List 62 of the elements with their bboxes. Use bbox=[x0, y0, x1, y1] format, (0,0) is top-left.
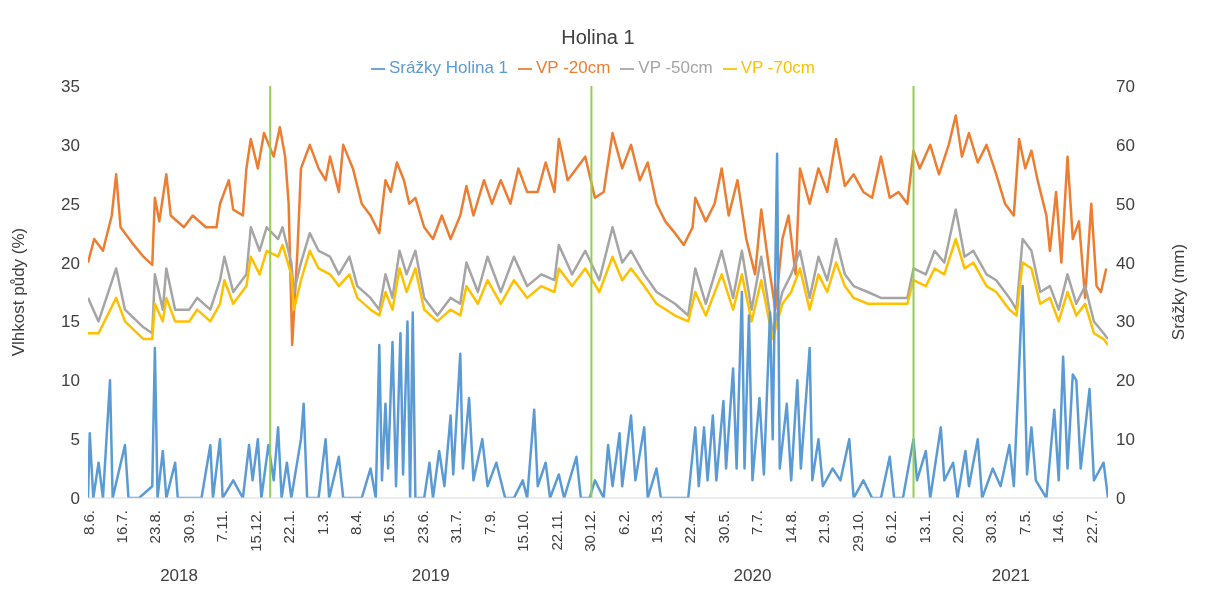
x-tick-label: 7.11. bbox=[213, 510, 231, 543]
x-tick-label: 22.7. bbox=[1082, 510, 1100, 544]
y-tick-label: 10 bbox=[61, 371, 80, 391]
y2-tick-label: 20 bbox=[1116, 371, 1135, 391]
y-tick-label: 20 bbox=[61, 253, 80, 273]
x-tick-label: 15.10. bbox=[514, 510, 532, 552]
x-tick-label: 22.11. bbox=[547, 510, 565, 551]
x-tick-label: 13.1. bbox=[915, 510, 933, 544]
y-tick-label: 35 bbox=[61, 77, 80, 97]
x-tick-label: 16.5. bbox=[380, 510, 398, 544]
x-tick-label: 7.7. bbox=[748, 510, 766, 536]
x-tick-label: 7.9. bbox=[480, 510, 498, 536]
y2-tick-label: 60 bbox=[1116, 135, 1135, 155]
x-tick-label: 20.2. bbox=[949, 510, 967, 544]
line-series bbox=[88, 152, 1108, 498]
y-axis-title: Vlhkost půdy (%) bbox=[9, 227, 29, 357]
y-tick-label: 30 bbox=[61, 135, 80, 155]
y2-axis-title: Srážky (mm) bbox=[1169, 243, 1189, 341]
x-tick-label: 15.3. bbox=[648, 510, 666, 544]
x-tick-label: 15.12. bbox=[246, 510, 264, 552]
legend-label: VP -20cm bbox=[536, 58, 611, 77]
legend-label: VP -70cm bbox=[740, 58, 816, 77]
x-tick-label: 7.5. bbox=[1015, 510, 1033, 536]
x-tick-label: 23.6. bbox=[413, 510, 431, 544]
y2-tick-label: 30 bbox=[1116, 312, 1135, 332]
line-series bbox=[88, 208, 1108, 341]
legend-label: VP -50cm bbox=[638, 58, 713, 77]
y2-tick-label: 0 bbox=[1116, 489, 1126, 509]
x-tick-label: 1.3. bbox=[313, 510, 331, 536]
x-tick-label: 30.3. bbox=[982, 510, 1000, 544]
x-tick-label: 30.5. bbox=[714, 510, 732, 544]
text: 2019 bbox=[410, 566, 451, 586]
x-tick-label: 8.4. bbox=[347, 510, 365, 536]
x-tick-label: 30.12. bbox=[581, 510, 599, 552]
chart-title: Holina 1 bbox=[560, 26, 636, 49]
y2-tick-label: 70 bbox=[1116, 77, 1135, 97]
line-series bbox=[88, 237, 1108, 347]
y-tick-label: 0 bbox=[70, 489, 80, 509]
text: 2021 bbox=[990, 566, 1031, 586]
x-tick-label: 30.9. bbox=[179, 510, 197, 544]
x-tick-label: 6.2. bbox=[614, 510, 632, 536]
x-tick-label: 22.1. bbox=[280, 510, 298, 544]
x-tick-label: 22.4. bbox=[681, 510, 699, 544]
x-tick-label: 29.10. bbox=[848, 510, 866, 552]
line-series bbox=[88, 114, 1108, 347]
x-tick-label: 14.6. bbox=[1049, 510, 1067, 544]
x-tick-label: 8.6. bbox=[79, 510, 97, 536]
legend-label: Srážky Holina 1 bbox=[388, 58, 509, 77]
y-tick-label: 5 bbox=[70, 430, 80, 450]
y2-tick-label: 10 bbox=[1116, 430, 1135, 450]
y-tick-label: 15 bbox=[61, 312, 80, 332]
text: 2020 bbox=[732, 566, 773, 586]
x-tick-label: 21.9. bbox=[815, 510, 833, 544]
y2-tick-label: 50 bbox=[1116, 194, 1135, 214]
x-tick-label: 23.8. bbox=[146, 510, 164, 544]
x-tick-label: 14.8. bbox=[781, 510, 799, 544]
y2-tick-label: 40 bbox=[1116, 253, 1135, 273]
x-tick-label: 16.7. bbox=[112, 510, 130, 544]
text: 2018 bbox=[159, 566, 199, 586]
y-tick-label: 25 bbox=[61, 194, 80, 214]
x-tick-label: 6.12. bbox=[882, 510, 900, 544]
x-tick-label: 31.7. bbox=[447, 510, 465, 544]
